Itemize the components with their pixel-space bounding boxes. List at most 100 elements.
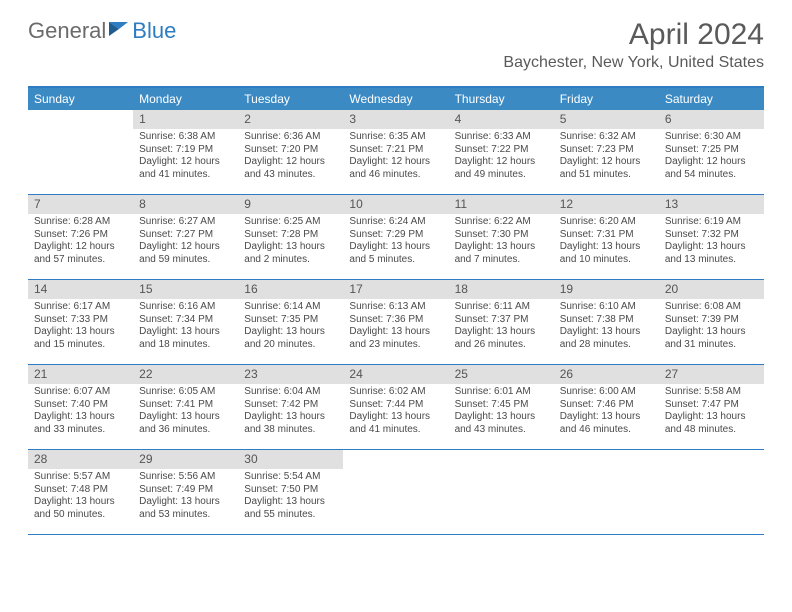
day-body: Sunrise: 6:38 AMSunset: 7:19 PMDaylight:… [133,129,238,185]
daylight-line: and 13 minutes. [665,254,758,267]
sunrise-line: Sunrise: 5:57 AM [34,471,127,484]
day-cell: 3Sunrise: 6:35 AMSunset: 7:21 PMDaylight… [343,110,448,194]
day-number: 28 [28,450,133,469]
sunrise-line: Sunrise: 6:38 AM [139,131,232,144]
daylight-line: Daylight: 12 hours [560,156,653,169]
sunset-line: Sunset: 7:46 PM [560,399,653,412]
daylight-line: and 49 minutes. [455,169,548,182]
sunrise-line: Sunrise: 5:54 AM [244,471,337,484]
sunrise-line: Sunrise: 6:25 AM [244,216,337,229]
daylight-line: and 20 minutes. [244,339,337,352]
day-body: Sunrise: 6:00 AMSunset: 7:46 PMDaylight:… [554,384,659,440]
daylight-line: Daylight: 13 hours [665,241,758,254]
daylight-line: and 50 minutes. [34,509,127,522]
daylight-line: Daylight: 13 hours [455,326,548,339]
day-cell: 7Sunrise: 6:28 AMSunset: 7:26 PMDaylight… [28,195,133,279]
day-cell: 30Sunrise: 5:54 AMSunset: 7:50 PMDayligh… [238,450,343,534]
daylight-line: and 51 minutes. [560,169,653,182]
day-number [449,450,554,469]
daylight-line: Daylight: 13 hours [34,496,127,509]
day-body [659,469,764,475]
daylight-line: Daylight: 13 hours [665,411,758,424]
day-number: 11 [449,195,554,214]
daylight-line: Daylight: 12 hours [665,156,758,169]
day-number: 19 [554,280,659,299]
calendar: Sunday Monday Tuesday Wednesday Thursday… [28,86,764,535]
daylight-line: and 55 minutes. [244,509,337,522]
day-number: 14 [28,280,133,299]
sunrise-line: Sunrise: 6:22 AM [455,216,548,229]
sunset-line: Sunset: 7:19 PM [139,144,232,157]
day-body: Sunrise: 6:25 AMSunset: 7:28 PMDaylight:… [238,214,343,270]
day-header-sat: Saturday [659,88,764,110]
day-body: Sunrise: 6:05 AMSunset: 7:41 PMDaylight:… [133,384,238,440]
page-title: April 2024 [503,18,764,52]
sunset-line: Sunset: 7:35 PM [244,314,337,327]
day-cell: 8Sunrise: 6:27 AMSunset: 7:27 PMDaylight… [133,195,238,279]
daylight-line: Daylight: 13 hours [349,241,442,254]
sunrise-line: Sunrise: 6:00 AM [560,386,653,399]
daylight-line: and 54 minutes. [665,169,758,182]
day-number [343,450,448,469]
daylight-line: Daylight: 13 hours [139,411,232,424]
day-number: 4 [449,110,554,129]
day-body: Sunrise: 5:54 AMSunset: 7:50 PMDaylight:… [238,469,343,525]
week-row: 21Sunrise: 6:07 AMSunset: 7:40 PMDayligh… [28,365,764,450]
day-cell: 21Sunrise: 6:07 AMSunset: 7:40 PMDayligh… [28,365,133,449]
daylight-line: and 26 minutes. [455,339,548,352]
day-body: Sunrise: 6:07 AMSunset: 7:40 PMDaylight:… [28,384,133,440]
day-cell: 25Sunrise: 6:01 AMSunset: 7:45 PMDayligh… [449,365,554,449]
daylight-line: and 33 minutes. [34,424,127,437]
daylight-line: Daylight: 12 hours [139,241,232,254]
day-cell: 27 Sunrise: 5:58 AMSunset: 7:47 PMDayligh… [659,365,764,449]
sunrise-line: Sunrise: 6:17 AM [34,301,127,314]
daylight-line: and 7 minutes. [455,254,548,267]
daylight-line: and 46 minutes. [349,169,442,182]
day-number: 10 [343,195,448,214]
daylight-line: and 41 minutes. [349,424,442,437]
sunset-line: Sunset: 7:44 PM [349,399,442,412]
daylight-line: and 41 minutes. [139,169,232,182]
day-body [343,469,448,475]
day-number: 15 [133,280,238,299]
day-body: Sunrise: 6:33 AMSunset: 7:22 PMDaylight:… [449,129,554,185]
day-number: 27 [659,365,764,384]
sunset-line: Sunset: 7:27 PM [139,229,232,242]
sunset-line: Sunset: 7:39 PM [665,314,758,327]
sunrise-line: Sunrise: 6:11 AM [455,301,548,314]
sunrise-line: Sunrise: 6:35 AM [349,131,442,144]
day-number: 2 [238,110,343,129]
day-cell: 9Sunrise: 6:25 AMSunset: 7:28 PMDaylight… [238,195,343,279]
daylight-line: and 59 minutes. [139,254,232,267]
daylight-line: and 48 minutes. [665,424,758,437]
day-number: 20 [659,280,764,299]
day-number: 7 [28,195,133,214]
sunrise-line: Sunrise: 6:02 AM [349,386,442,399]
day-cell: 28Sunrise: 5:57 AMSunset: 7:48 PMDayligh… [28,450,133,534]
daylight-line: Daylight: 13 hours [349,411,442,424]
sunset-line: Sunset: 7:47 PM [665,399,758,412]
day-body: Sunrise: 6:27 AMSunset: 7:27 PMDaylight:… [133,214,238,270]
day-body: Sunrise: 5:56 AMSunset: 7:49 PMDaylight:… [133,469,238,525]
day-cell [659,450,764,534]
day-number: 22 [133,365,238,384]
day-number: 13 [659,195,764,214]
day-body: Sunrise: 6:04 AMSunset: 7:42 PMDaylight:… [238,384,343,440]
daylight-line: Daylight: 13 hours [139,326,232,339]
day-number: 6 [659,110,764,129]
header: General Blue April 2024 Baychester, New … [0,0,792,78]
day-cell: 18Sunrise: 6:11 AMSunset: 7:37 PMDayligh… [449,280,554,364]
daylight-line: and 43 minutes. [244,169,337,182]
day-cell: 17Sunrise: 6:13 AMSunset: 7:36 PMDayligh… [343,280,448,364]
sunrise-line: Sunrise: 6:19 AM [665,216,758,229]
sunrise-line: Sunrise: 5:58 AM [665,386,758,399]
day-body: Sunrise: 6:22 AMSunset: 7:30 PMDaylight:… [449,214,554,270]
sunset-line: Sunset: 7:30 PM [455,229,548,242]
daylight-line: and 46 minutes. [560,424,653,437]
day-body: Sunrise: 6:02 AMSunset: 7:44 PMDaylight:… [343,384,448,440]
location-label: Baychester, New York, United States [503,54,764,72]
day-number: 12 [554,195,659,214]
sunrise-line: Sunrise: 6:08 AM [665,301,758,314]
day-cell: 2Sunrise: 6:36 AMSunset: 7:20 PMDaylight… [238,110,343,194]
sunrise-line: Sunrise: 6:13 AM [349,301,442,314]
